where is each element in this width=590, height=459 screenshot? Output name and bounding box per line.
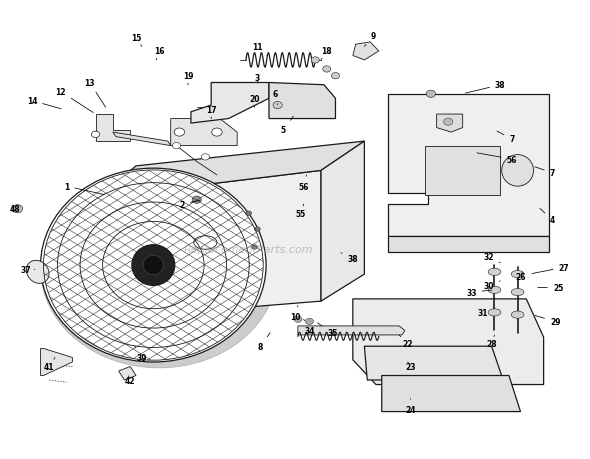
Circle shape — [273, 102, 282, 109]
Ellipse shape — [488, 286, 501, 294]
Polygon shape — [191, 84, 269, 124]
Text: 29: 29 — [535, 316, 560, 326]
Ellipse shape — [512, 289, 524, 296]
Text: 38: 38 — [341, 253, 358, 263]
Polygon shape — [171, 119, 237, 146]
Text: 28: 28 — [486, 335, 497, 349]
Ellipse shape — [132, 245, 175, 286]
Circle shape — [332, 73, 339, 80]
Text: 26: 26 — [515, 272, 526, 281]
Polygon shape — [388, 95, 549, 236]
Circle shape — [323, 67, 331, 73]
Text: 13: 13 — [84, 79, 106, 108]
Text: 24: 24 — [405, 399, 416, 414]
Text: 7: 7 — [535, 168, 555, 178]
Text: 15: 15 — [131, 34, 142, 47]
Ellipse shape — [41, 169, 266, 362]
Polygon shape — [119, 367, 136, 380]
Text: 9: 9 — [365, 32, 376, 47]
Polygon shape — [99, 171, 321, 319]
Polygon shape — [321, 142, 365, 302]
Polygon shape — [365, 347, 503, 380]
Polygon shape — [41, 349, 73, 375]
Text: 7: 7 — [497, 132, 514, 144]
Text: 8: 8 — [258, 333, 270, 351]
Circle shape — [306, 319, 313, 325]
Polygon shape — [298, 326, 405, 335]
Text: 55: 55 — [296, 205, 306, 218]
Text: 3: 3 — [255, 74, 260, 84]
Circle shape — [91, 132, 100, 138]
Polygon shape — [382, 375, 520, 412]
Text: 27: 27 — [532, 263, 569, 274]
Circle shape — [426, 91, 435, 98]
Text: 33: 33 — [466, 288, 491, 297]
Text: 2: 2 — [179, 200, 200, 209]
Text: 56: 56 — [477, 153, 517, 164]
Text: 34: 34 — [304, 319, 314, 335]
Text: 5: 5 — [281, 117, 293, 135]
Polygon shape — [96, 115, 130, 142]
Circle shape — [294, 316, 302, 323]
Text: 12: 12 — [55, 88, 93, 113]
Ellipse shape — [512, 271, 524, 278]
Circle shape — [252, 245, 257, 250]
Ellipse shape — [488, 269, 501, 276]
Polygon shape — [113, 133, 171, 146]
Text: 37: 37 — [21, 265, 35, 274]
Text: 35: 35 — [317, 323, 337, 337]
Circle shape — [444, 119, 453, 126]
Polygon shape — [437, 115, 463, 133]
Ellipse shape — [143, 256, 163, 275]
Ellipse shape — [502, 155, 533, 187]
Circle shape — [12, 205, 22, 213]
Text: 56: 56 — [299, 175, 309, 191]
Ellipse shape — [182, 229, 228, 257]
Text: 31: 31 — [478, 308, 494, 317]
Text: 32: 32 — [483, 252, 500, 263]
Polygon shape — [99, 142, 365, 198]
Text: 22: 22 — [399, 335, 413, 349]
Text: 20: 20 — [250, 95, 260, 108]
Circle shape — [246, 212, 252, 216]
Circle shape — [201, 154, 209, 161]
Text: ReplacementParts.com: ReplacementParts.com — [184, 245, 313, 255]
Text: 42: 42 — [125, 376, 136, 385]
Polygon shape — [269, 84, 336, 119]
Ellipse shape — [41, 170, 278, 368]
Text: 23: 23 — [405, 362, 416, 371]
Polygon shape — [388, 236, 549, 252]
Text: 10: 10 — [290, 306, 300, 322]
Circle shape — [192, 196, 201, 204]
Ellipse shape — [27, 261, 49, 284]
Polygon shape — [353, 43, 379, 61]
Circle shape — [311, 58, 319, 64]
Circle shape — [212, 129, 222, 137]
Text: 38: 38 — [466, 81, 506, 94]
Text: 1: 1 — [64, 182, 104, 195]
Text: 14: 14 — [27, 97, 61, 110]
Text: 4: 4 — [540, 209, 555, 225]
Text: 18: 18 — [321, 47, 332, 61]
Text: 25: 25 — [537, 284, 563, 292]
Circle shape — [172, 143, 181, 150]
Ellipse shape — [512, 311, 524, 319]
Text: 39: 39 — [135, 347, 147, 362]
Text: 17: 17 — [206, 106, 217, 119]
Text: 19: 19 — [183, 72, 194, 85]
Text: 16: 16 — [154, 47, 165, 61]
Text: 6: 6 — [272, 90, 278, 106]
Ellipse shape — [488, 309, 501, 316]
Polygon shape — [353, 299, 543, 385]
Text: 11: 11 — [252, 43, 267, 56]
Bar — [425, 146, 500, 196]
Text: 41: 41 — [44, 358, 55, 371]
Text: 30: 30 — [483, 281, 500, 290]
Circle shape — [174, 129, 185, 137]
Text: 48: 48 — [9, 205, 20, 214]
Circle shape — [254, 227, 260, 232]
